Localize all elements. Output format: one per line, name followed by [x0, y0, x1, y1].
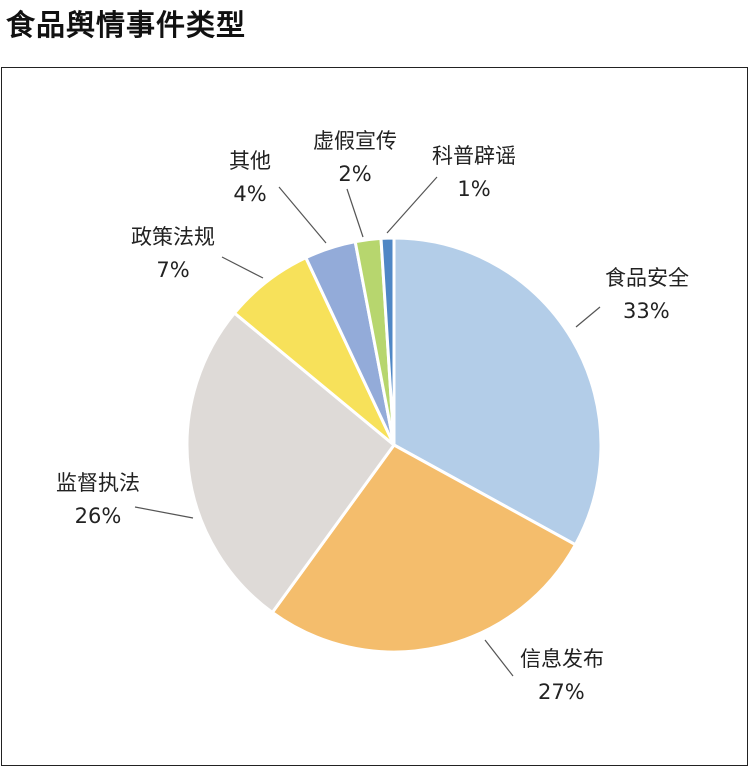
leader-line: [134, 506, 194, 519]
pie-label-enforcement-percent: 26%: [75, 504, 122, 528]
leader-line: [386, 176, 438, 234]
pie-label-policy-name: 政策法规: [131, 225, 215, 249]
pie-slice: [379, 236, 396, 447]
pie-label-food-safety-percent: 33%: [623, 299, 670, 323]
pie-label-science-percent: 1%: [457, 177, 490, 201]
pie-slice: [185, 311, 396, 614]
leader-line: [346, 188, 364, 238]
pie-label-info-release-name: 信息发布: [520, 647, 604, 671]
leader-line: [484, 639, 514, 677]
pie-label-other-name: 其他: [229, 149, 271, 173]
pie-label-science-name: 科普辟谣: [432, 144, 516, 168]
page-title: 食品舆情事件类型: [6, 8, 247, 42]
pie-label-false-ad-name: 虚假宣传: [313, 129, 397, 153]
leader-line: [221, 256, 264, 279]
pie-label-enforcement-name: 监督执法: [56, 471, 140, 495]
pie-label-food-safety-name: 食品安全: [605, 266, 689, 290]
pie-label-false-ad-percent: 2%: [338, 162, 371, 186]
pie-label-policy-percent: 7%: [156, 258, 189, 282]
leader-line: [575, 306, 601, 328]
pie-slice: [392, 236, 603, 547]
pie-label-other-percent: 4%: [233, 182, 266, 206]
leader-line: [278, 186, 327, 244]
pie-label-info-release-percent: 27%: [538, 680, 585, 704]
pie-slice: [270, 443, 577, 654]
